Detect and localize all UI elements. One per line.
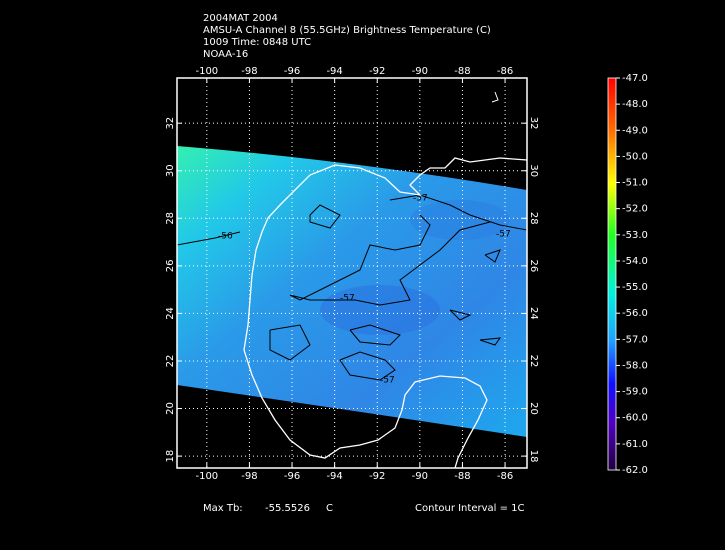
max-tb-value: -55.5526 [265, 503, 310, 514]
colorbar-label: -48.0 [622, 99, 648, 110]
colorbar-label: -51.0 [622, 178, 648, 189]
colorbar-label: -55.0 [622, 282, 648, 293]
lon-label: -94 [326, 66, 342, 77]
lat-label: 20 [165, 402, 176, 415]
colorbar-label: -50.0 [622, 151, 648, 162]
max-tb-label: Max Tb: [203, 503, 243, 514]
lat-label: 18 [528, 450, 539, 463]
lon-label: -88 [454, 471, 470, 482]
lon-label: -86 [497, 66, 513, 77]
lon-label: -100 [195, 471, 218, 482]
lon-label: -90 [412, 66, 428, 77]
lon-label: -92 [369, 471, 385, 482]
contour-label: -57 [340, 294, 355, 304]
contour-interval: Contour Interval = 1C [415, 503, 525, 514]
lon-label: -98 [241, 66, 257, 77]
colorbar-label: -59.0 [622, 387, 648, 398]
lat-label: 22 [165, 355, 176, 368]
lat-label: 24 [528, 307, 539, 320]
map-area: -57 -56 -57 -57 -57 [177, 78, 527, 468]
lat-label: 32 [165, 117, 176, 130]
coastline [243, 157, 527, 468]
header-line: 2004MAT 2004 [203, 13, 278, 24]
header-line: 1009 Time: 0848 UTC [203, 37, 311, 48]
lat-label: 26 [528, 259, 539, 272]
grid [177, 78, 527, 468]
colorbar-label: -58.0 [622, 360, 648, 371]
colorbar-label: -61.0 [622, 439, 648, 450]
header: 2004MAT 2004 AMSU-A Channel 8 (55.5GHz) … [203, 13, 491, 60]
lat-label: 28 [165, 212, 176, 225]
lon-label: -90 [412, 471, 428, 482]
contours [177, 194, 527, 381]
lat-label: 32 [528, 117, 539, 130]
unit: C [326, 503, 333, 514]
colorbar [607, 77, 617, 471]
map-frame [176, 77, 528, 469]
lat-label: 20 [528, 402, 539, 415]
cold-area [410, 200, 510, 240]
lat-label: 30 [165, 164, 176, 177]
contour-label: -57 [496, 230, 511, 240]
colorbar-label: -56.0 [622, 308, 648, 319]
lon-label: -96 [284, 66, 300, 77]
lat-label: 26 [165, 259, 176, 272]
colorbar-label: -49.0 [622, 125, 648, 136]
colorbar-label: -60.0 [622, 413, 648, 424]
coastline [491, 91, 499, 103]
footer: Max Tb: -55.5526 C Contour Interval = 1C [203, 503, 525, 514]
contour-label: -56 [218, 232, 233, 242]
colorbar-label: -47.0 [622, 73, 648, 84]
cold-area [320, 285, 440, 335]
lat-label: 24 [165, 307, 176, 320]
header-line: NOAA-16 [203, 49, 248, 60]
lon-label: -92 [369, 66, 385, 77]
colorbar-label: -54.0 [622, 256, 648, 267]
colorbar-label: -62.0 [622, 465, 648, 476]
colorbar-label: -52.0 [622, 204, 648, 215]
lon-label: -96 [284, 471, 300, 482]
lat-label: 22 [528, 355, 539, 368]
lon-label: -86 [497, 471, 513, 482]
contour-label: -57 [413, 194, 428, 204]
lat-label: 18 [165, 450, 176, 463]
lon-label: -100 [195, 66, 218, 77]
colorbar-label: -53.0 [622, 230, 648, 241]
lon-label: -88 [454, 66, 470, 77]
lon-label: -94 [326, 471, 342, 482]
lat-label: 30 [528, 164, 539, 177]
lon-label: -98 [241, 471, 257, 482]
contour-label: -57 [380, 376, 395, 386]
header-line: AMSU-A Channel 8 (55.5GHz) Brightness Te… [203, 25, 491, 36]
lat-label: 28 [528, 212, 539, 225]
colorbar-label: -57.0 [622, 334, 648, 345]
